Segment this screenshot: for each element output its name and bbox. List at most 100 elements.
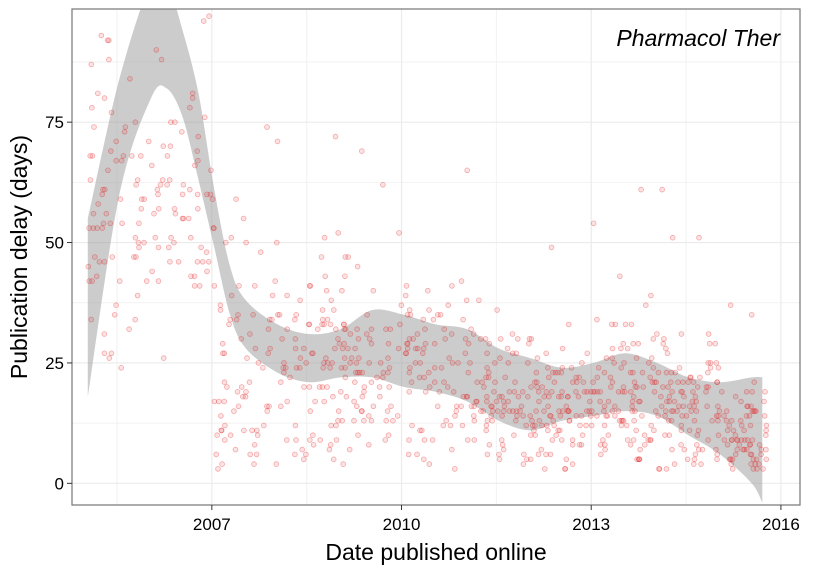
data-point (538, 446, 545, 453)
data-point (663, 345, 669, 352)
data-point (534, 355, 541, 361)
data-point (276, 311, 283, 318)
data-point (336, 340, 343, 347)
data-point (707, 364, 714, 371)
data-point (254, 432, 261, 439)
data-point (189, 95, 196, 101)
data-point (729, 437, 735, 443)
data-point (559, 364, 566, 371)
data-point (680, 403, 686, 410)
data-point (670, 408, 676, 414)
data-point (512, 379, 518, 386)
data-point (694, 432, 701, 439)
data-point (743, 413, 750, 419)
data-point (749, 437, 756, 443)
data-point (203, 249, 210, 256)
data-point (678, 388, 684, 395)
data-point (661, 336, 667, 342)
data-point (404, 340, 410, 347)
data-point (752, 461, 758, 467)
data-point (214, 432, 220, 439)
data-point (441, 379, 447, 386)
data-point (529, 422, 536, 429)
data-point (145, 138, 152, 145)
data-point (705, 360, 711, 366)
data-point (106, 56, 112, 63)
data-point (647, 437, 654, 443)
data-point (526, 336, 533, 342)
data-point (228, 292, 235, 299)
data-point (321, 234, 328, 241)
data-point (238, 384, 245, 390)
data-point (496, 451, 502, 458)
data-point (532, 422, 538, 429)
data-point (620, 417, 627, 424)
data-point (402, 292, 409, 299)
data-point (250, 311, 256, 318)
data-point (198, 244, 204, 251)
data-point (480, 408, 487, 414)
data-point (149, 162, 155, 169)
data-point (624, 437, 631, 443)
data-point (590, 388, 596, 395)
panel-border (71, 8, 801, 506)
data-point (558, 393, 564, 400)
data-point (559, 345, 566, 352)
data-point (758, 446, 765, 453)
data-point (597, 398, 603, 405)
data-point (618, 422, 625, 429)
data-point (517, 408, 523, 414)
data-point (133, 254, 139, 260)
data-point (741, 446, 748, 453)
data-point (403, 283, 410, 289)
data-point (499, 413, 505, 419)
data-point (143, 278, 150, 284)
data-point (471, 437, 478, 443)
data-point (648, 292, 654, 299)
data-point (763, 422, 770, 429)
data-point (603, 413, 609, 419)
data-point (489, 403, 495, 410)
data-point (353, 403, 360, 410)
data-point (136, 220, 142, 227)
data-point (359, 408, 365, 414)
data-point (327, 321, 334, 328)
data-point (368, 326, 375, 333)
data-point (249, 427, 255, 434)
data-point (714, 456, 720, 463)
data-point (703, 388, 709, 395)
data-point (410, 336, 417, 342)
data-point (195, 157, 201, 164)
data-point (627, 388, 634, 395)
data-point (666, 432, 672, 439)
data-point (693, 408, 700, 414)
data-point (519, 388, 526, 395)
data-point (133, 182, 139, 188)
data-point (548, 244, 555, 251)
data-point (323, 355, 329, 361)
data-point (274, 138, 281, 145)
data-point (726, 422, 732, 429)
data-point (217, 302, 224, 309)
data-point (158, 56, 165, 63)
data-point (422, 340, 429, 347)
data-point (281, 360, 287, 366)
data-point (464, 167, 471, 174)
data-point (89, 104, 95, 111)
x-axis: 2007 2010 2013 2016 (193, 505, 800, 534)
data-point (723, 417, 730, 424)
data-point (635, 340, 641, 347)
data-point (306, 437, 313, 443)
data-point (166, 177, 173, 183)
data-point (419, 350, 426, 357)
data-point (253, 427, 260, 434)
data-point (187, 186, 193, 193)
data-point (106, 355, 113, 361)
data-point (588, 422, 595, 429)
data-point (342, 364, 348, 371)
data-point (442, 336, 449, 342)
data-point (363, 331, 370, 337)
data-point (481, 384, 487, 390)
data-point (292, 336, 299, 342)
data-point (324, 384, 330, 390)
